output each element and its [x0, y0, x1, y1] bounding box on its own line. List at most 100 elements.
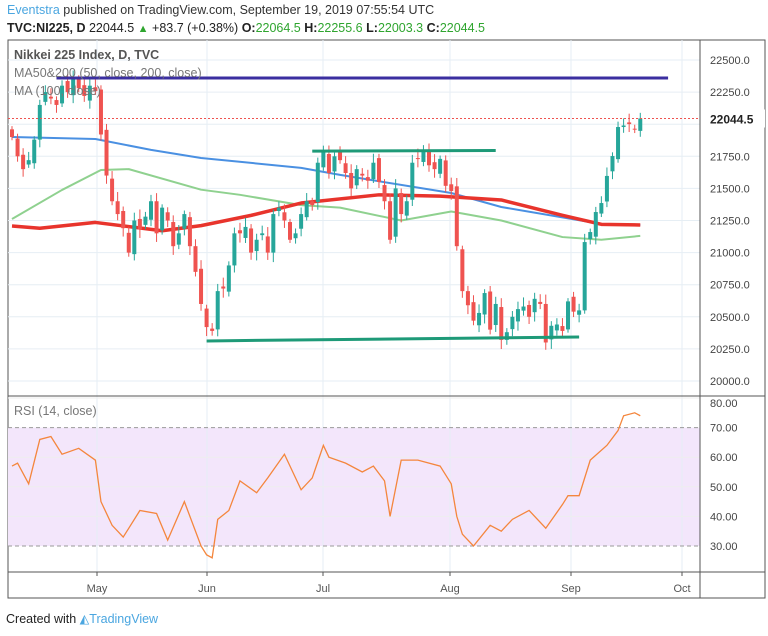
candle-body: [288, 222, 292, 240]
candle-body: [488, 291, 493, 330]
candle-body: [43, 92, 48, 102]
candle-body: [282, 212, 287, 221]
candle-body: [193, 246, 198, 272]
candle-body: [165, 212, 170, 221]
candle-body: [510, 316, 515, 330]
last-price-label: 22044.5: [710, 112, 754, 126]
candle-body: [215, 291, 220, 330]
candle-body: [393, 188, 398, 237]
candle-body: [65, 81, 70, 93]
candle-body: [249, 228, 254, 253]
candle-body: [254, 239, 259, 252]
ma-legend-50-200[interactable]: MA50&200 (50, close, 200, close): [14, 66, 202, 80]
ma200-line: [11, 193, 641, 233]
candle-body: [438, 158, 443, 174]
candle-body: [321, 152, 326, 168]
candle-body: [315, 162, 320, 203]
candle-body: [538, 301, 543, 304]
candle-body: [632, 128, 637, 130]
candle-body: [271, 214, 276, 253]
price-tick-label: 20500.0: [710, 312, 750, 324]
candle-body: [610, 156, 615, 172]
candle-body: [304, 201, 309, 218]
candle-body: [293, 233, 298, 239]
ma-legend-100[interactable]: MA (100, close): [14, 84, 101, 98]
candle-body: [499, 307, 504, 340]
candle-body: [527, 304, 532, 317]
candle-body: [454, 186, 459, 247]
candle-body: [543, 303, 548, 343]
rsi-tick-label: 60.00: [710, 452, 738, 464]
author-link[interactable]: Eventstra: [7, 3, 60, 17]
candle-body: [310, 201, 315, 206]
candle-body: [582, 242, 587, 311]
x-tick-label: Jun: [198, 583, 216, 595]
x-tick-label: May: [87, 583, 108, 595]
candle-body: [260, 233, 265, 236]
rsi-tick-label: 40.00: [710, 511, 738, 523]
close-value: 22044.5: [439, 21, 485, 35]
candle-body: [121, 210, 126, 229]
candle-body: [349, 172, 354, 189]
candle-body: [154, 201, 159, 234]
rsi-legend[interactable]: RSI (14, close): [14, 404, 97, 418]
high-value: 22255.6: [317, 21, 363, 35]
candle-body: [482, 293, 487, 315]
candle-body: [338, 151, 343, 161]
low-value: 22003.3: [377, 21, 424, 35]
candle-body: [566, 301, 570, 330]
candle-body: [326, 153, 331, 173]
candle-body: [243, 226, 248, 238]
candle-body: [126, 232, 131, 253]
candle-body: [221, 286, 226, 289]
price-tick-label: 21500.0: [710, 183, 750, 195]
candle-body: [616, 127, 621, 160]
candle-body: [460, 249, 465, 292]
rsi-tick-label: 50.00: [710, 482, 738, 494]
high-label: H:: [304, 21, 318, 35]
chart-title: Nikkei 225 Index, D, TVC: [14, 48, 160, 62]
candle-body: [354, 169, 359, 186]
candle-body: [332, 156, 337, 172]
candle-body: [415, 158, 420, 160]
candle-body: [160, 207, 165, 231]
candle-body: [15, 138, 20, 157]
candle-body: [104, 129, 109, 176]
price-tick-label: 20750.0: [710, 280, 750, 292]
candle-body: [554, 324, 559, 331]
candle-body: [577, 310, 582, 315]
candle-body: [621, 125, 626, 128]
candle-body: [237, 230, 242, 234]
candle-body: [48, 96, 53, 99]
created-with: Created with: [6, 612, 77, 626]
candle-body: [60, 85, 65, 104]
price-tick-label: 22500.0: [710, 55, 750, 67]
tradingview-logo-icon: ◭: [79, 612, 90, 626]
price-tick-label: 22250.0: [710, 87, 750, 99]
candle-body: [521, 306, 526, 311]
tradingview-link[interactable]: TradingView: [89, 612, 159, 626]
candle-body: [443, 160, 448, 186]
publish-text: published on TradingView.com, September …: [63, 3, 435, 17]
x-tick-label: Oct: [673, 583, 690, 595]
candle-body: [371, 162, 376, 180]
last-price: 22044.5: [88, 21, 135, 35]
candle-body: [299, 214, 304, 229]
candle-body: [549, 325, 554, 340]
candle-body: [54, 100, 59, 105]
candle-body: [427, 149, 431, 166]
candle-body: [449, 184, 454, 191]
candle-body: [171, 222, 176, 247]
price-tick-label: 20000.0: [710, 376, 750, 388]
candle-body: [493, 303, 498, 326]
candle-body: [182, 214, 187, 229]
open-value: 22064.5: [255, 21, 301, 35]
candle-body: [571, 296, 576, 312]
up-arrow-icon: ▲: [137, 23, 149, 35]
candle-body: [421, 149, 426, 162]
candle-body: [376, 158, 381, 182]
candle-body: [627, 122, 632, 125]
x-tick-label: Sep: [561, 583, 581, 595]
candle-body: [176, 233, 181, 245]
